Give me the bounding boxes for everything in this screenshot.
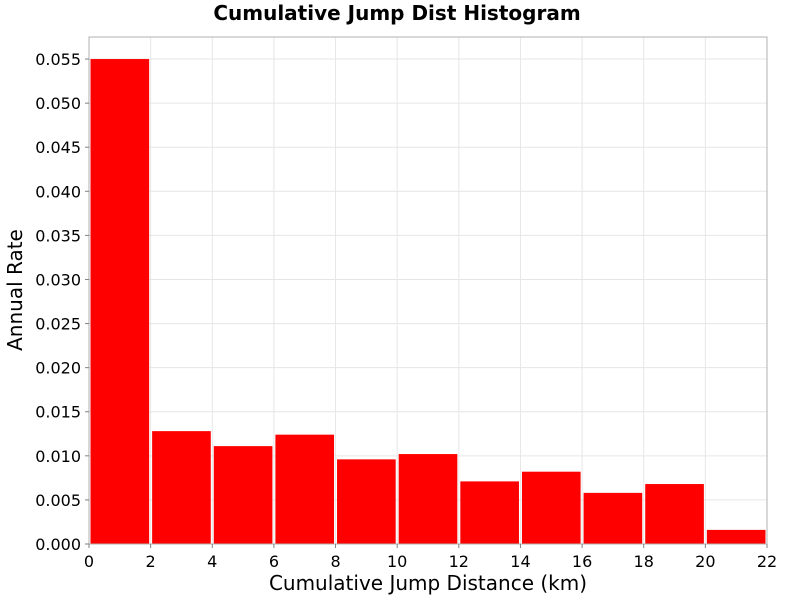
y-tick-label: 0.020	[35, 359, 81, 378]
y-tick-label: 0.055	[35, 50, 81, 69]
x-tick-label: 22	[757, 552, 777, 571]
histogram-bar	[213, 446, 273, 544]
histogram-bar	[398, 454, 458, 544]
histogram-bar	[645, 484, 704, 544]
x-tick-label: 6	[269, 552, 279, 571]
histogram-bar	[152, 431, 211, 544]
y-tick-label: 0.045	[35, 138, 81, 157]
y-tick-label: 0.040	[35, 182, 81, 201]
chart-title: Cumulative Jump Dist Histogram	[213, 1, 580, 25]
y-axis-title: Annual Rate	[3, 229, 27, 351]
x-axis-ticks: 0 2 4 6 8 10 12 14 16 18 20 22	[84, 544, 777, 571]
histogram-bar	[460, 481, 519, 544]
x-tick-label: 4	[207, 552, 217, 571]
y-tick-label: 0.050	[35, 94, 81, 113]
x-tick-label: 8	[330, 552, 340, 571]
y-tick-label: 0.005	[35, 491, 81, 510]
histogram-bar	[275, 434, 335, 544]
x-tick-label: 2	[146, 552, 156, 571]
histogram-bar	[90, 59, 150, 544]
y-tick-label: 0.010	[35, 447, 81, 466]
histogram-bar	[583, 492, 643, 544]
plot-frame	[88, 36, 768, 545]
histogram-bar	[521, 471, 581, 544]
y-tick-label: 0.015	[35, 403, 81, 422]
histogram-bar	[706, 529, 766, 544]
x-tick-label: 20	[695, 552, 715, 571]
y-tick-label: 0.025	[35, 315, 81, 334]
x-tick-label: 0	[84, 552, 94, 571]
x-tick-label: 14	[510, 552, 530, 571]
histogram-bar	[337, 459, 396, 544]
y-tick-label: 0.035	[35, 226, 81, 245]
x-tick-label: 10	[387, 552, 407, 571]
x-tick-label: 12	[449, 552, 469, 571]
x-tick-label: 16	[572, 552, 592, 571]
x-axis-title: Cumulative Jump Distance (km)	[269, 571, 587, 595]
bars	[90, 59, 766, 544]
y-tick-label: 0.030	[35, 270, 81, 289]
y-tick-label: 0.000	[35, 535, 81, 554]
x-tick-label: 18	[634, 552, 654, 571]
y-axis-ticks: 0.000 0.005 0.010 0.015 0.020 0.025 0.030 0.035…	[35, 50, 89, 554]
